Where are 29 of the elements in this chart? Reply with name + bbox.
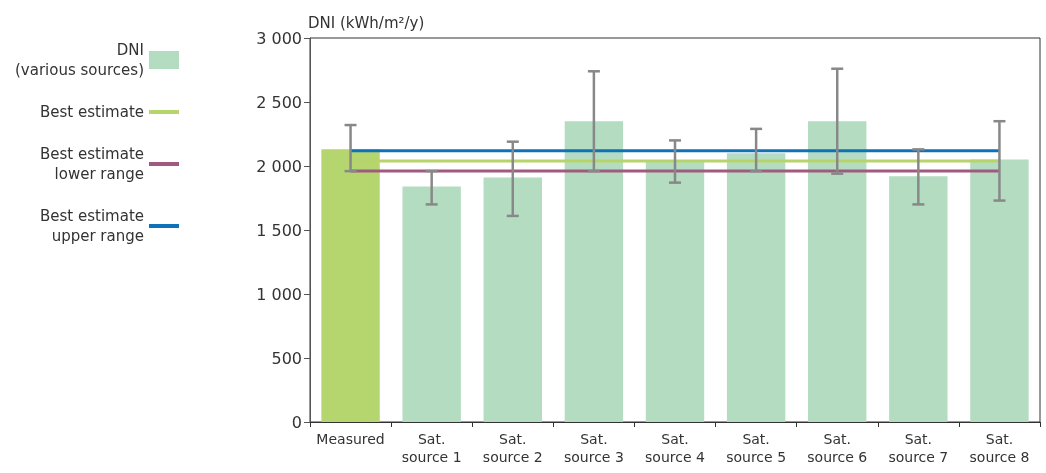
- legend-label: Best estimate upper range: [40, 207, 144, 245]
- x-tick-label: Sat. source 7: [888, 431, 949, 465]
- legend-label: DNI (various sources): [14, 41, 144, 79]
- y-tick-label: 3 000: [256, 28, 302, 48]
- x-tick-label: Sat. source 3: [563, 431, 624, 465]
- x-tick-label: Sat. source 2: [482, 431, 543, 465]
- y-axis-title: DNI (kWh/m²/y): [308, 13, 425, 32]
- legend-label: Best estimate: [40, 103, 144, 121]
- bar: [726, 153, 786, 422]
- x-tick-label: Measured: [316, 431, 385, 447]
- x-tick-label: Sat. source 1: [401, 431, 462, 465]
- bar: [402, 186, 461, 422]
- bar: [483, 177, 542, 422]
- y-tick-label: 2 000: [256, 156, 302, 176]
- y-tick-label: 0: [291, 412, 302, 432]
- legend-label: Best estimate lower range: [40, 145, 144, 183]
- y-tick-label: 2 500: [256, 92, 302, 112]
- x-tick-label: Sat. source 8: [969, 431, 1030, 465]
- x-tick-label: Sat. source 6: [807, 431, 868, 465]
- y-tick-label: 1 500: [256, 220, 302, 240]
- y-tick-label: 1 000: [256, 284, 302, 304]
- x-tick-label: Sat. source 4: [645, 431, 706, 465]
- bar: [645, 160, 705, 422]
- y-tick-label: 500: [271, 348, 302, 368]
- bar: [564, 121, 624, 422]
- bar: [889, 176, 948, 422]
- bar: [808, 121, 867, 422]
- bar: [970, 159, 1029, 422]
- x-tick-label: Sat. source 5: [726, 431, 787, 465]
